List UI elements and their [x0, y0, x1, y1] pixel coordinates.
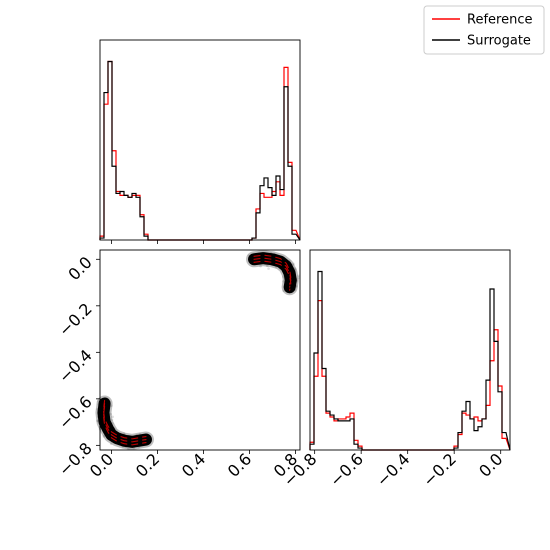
- scatter-point: [109, 442, 113, 446]
- histogram-x-ticks: [111, 240, 296, 244]
- scatter-point: [96, 419, 99, 422]
- scatter-point: [111, 415, 114, 419]
- scatter-marks: [95, 250, 300, 450]
- scatter-frame: [99, 249, 301, 451]
- scatter-point: [282, 289, 285, 293]
- reference-contour: [102, 405, 147, 446]
- histogram-x-frame: [99, 39, 301, 241]
- legend-label-reference: Reference: [467, 13, 532, 28]
- legend-frame: [423, 5, 545, 55]
- scatter-point: [282, 279, 285, 283]
- legend-label-surrogate: Surrogate: [467, 34, 531, 49]
- scatter-point: [297, 276, 300, 280]
- scatter-point: [293, 267, 297, 270]
- scatter-point: [110, 418, 114, 422]
- scatter-point: [292, 262, 295, 266]
- scatter-point: [265, 264, 269, 268]
- scatter-point: [297, 274, 300, 278]
- histogram-x-panel: [99, 39, 301, 244]
- scatter-point: [102, 435, 106, 438]
- surrogate-contour: [246, 250, 299, 296]
- scatter-point: [109, 412, 112, 416]
- scatter-point: [267, 267, 270, 270]
- surrogate-contour: [95, 395, 154, 450]
- scatter-point: [259, 264, 262, 268]
- histogram-y-frame: [309, 249, 511, 451]
- legend: Reference Surrogate: [423, 5, 545, 55]
- scatter-point: [127, 447, 130, 450]
- reference-contour: [253, 260, 292, 291]
- scatter-point: [110, 404, 113, 407]
